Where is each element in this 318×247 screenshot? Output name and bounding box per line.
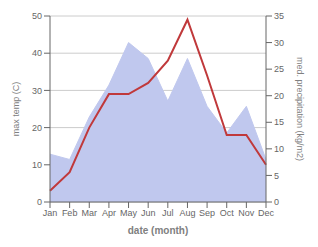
- svg-text:Nov: Nov: [238, 208, 255, 218]
- svg-text:25: 25: [274, 64, 284, 74]
- svg-text:50: 50: [32, 11, 42, 21]
- svg-text:15: 15: [274, 117, 284, 127]
- svg-text:Jun: Jun: [141, 208, 156, 218]
- svg-text:Apr: Apr: [102, 208, 116, 218]
- svg-text:Mar: Mar: [82, 208, 98, 218]
- svg-text:20: 20: [274, 91, 284, 101]
- svg-text:0: 0: [37, 197, 42, 207]
- svg-text:20: 20: [32, 123, 42, 133]
- svg-text:40: 40: [32, 48, 42, 58]
- svg-text:5: 5: [274, 171, 279, 181]
- svg-text:Aug: Aug: [179, 208, 195, 218]
- svg-text:Oct: Oct: [220, 208, 235, 218]
- svg-text:10: 10: [32, 160, 42, 170]
- svg-text:Feb: Feb: [62, 208, 78, 218]
- svg-text:Jan: Jan: [43, 208, 58, 218]
- svg-text:30: 30: [274, 38, 284, 48]
- svg-text:Jul: Jul: [162, 208, 174, 218]
- svg-text:35: 35: [274, 11, 284, 21]
- svg-text:Dec: Dec: [258, 208, 275, 218]
- svg-text:date (month): date (month): [128, 225, 189, 236]
- svg-text:med. precipitation (kg/m2): med. precipitation (kg/m2): [295, 57, 305, 161]
- svg-text:max temp (C): max temp (C): [11, 82, 21, 137]
- svg-text:30: 30: [32, 86, 42, 96]
- svg-text:0: 0: [274, 197, 279, 207]
- svg-text:May: May: [120, 208, 138, 218]
- svg-text:10: 10: [274, 144, 284, 154]
- svg-text:Sep: Sep: [199, 208, 215, 218]
